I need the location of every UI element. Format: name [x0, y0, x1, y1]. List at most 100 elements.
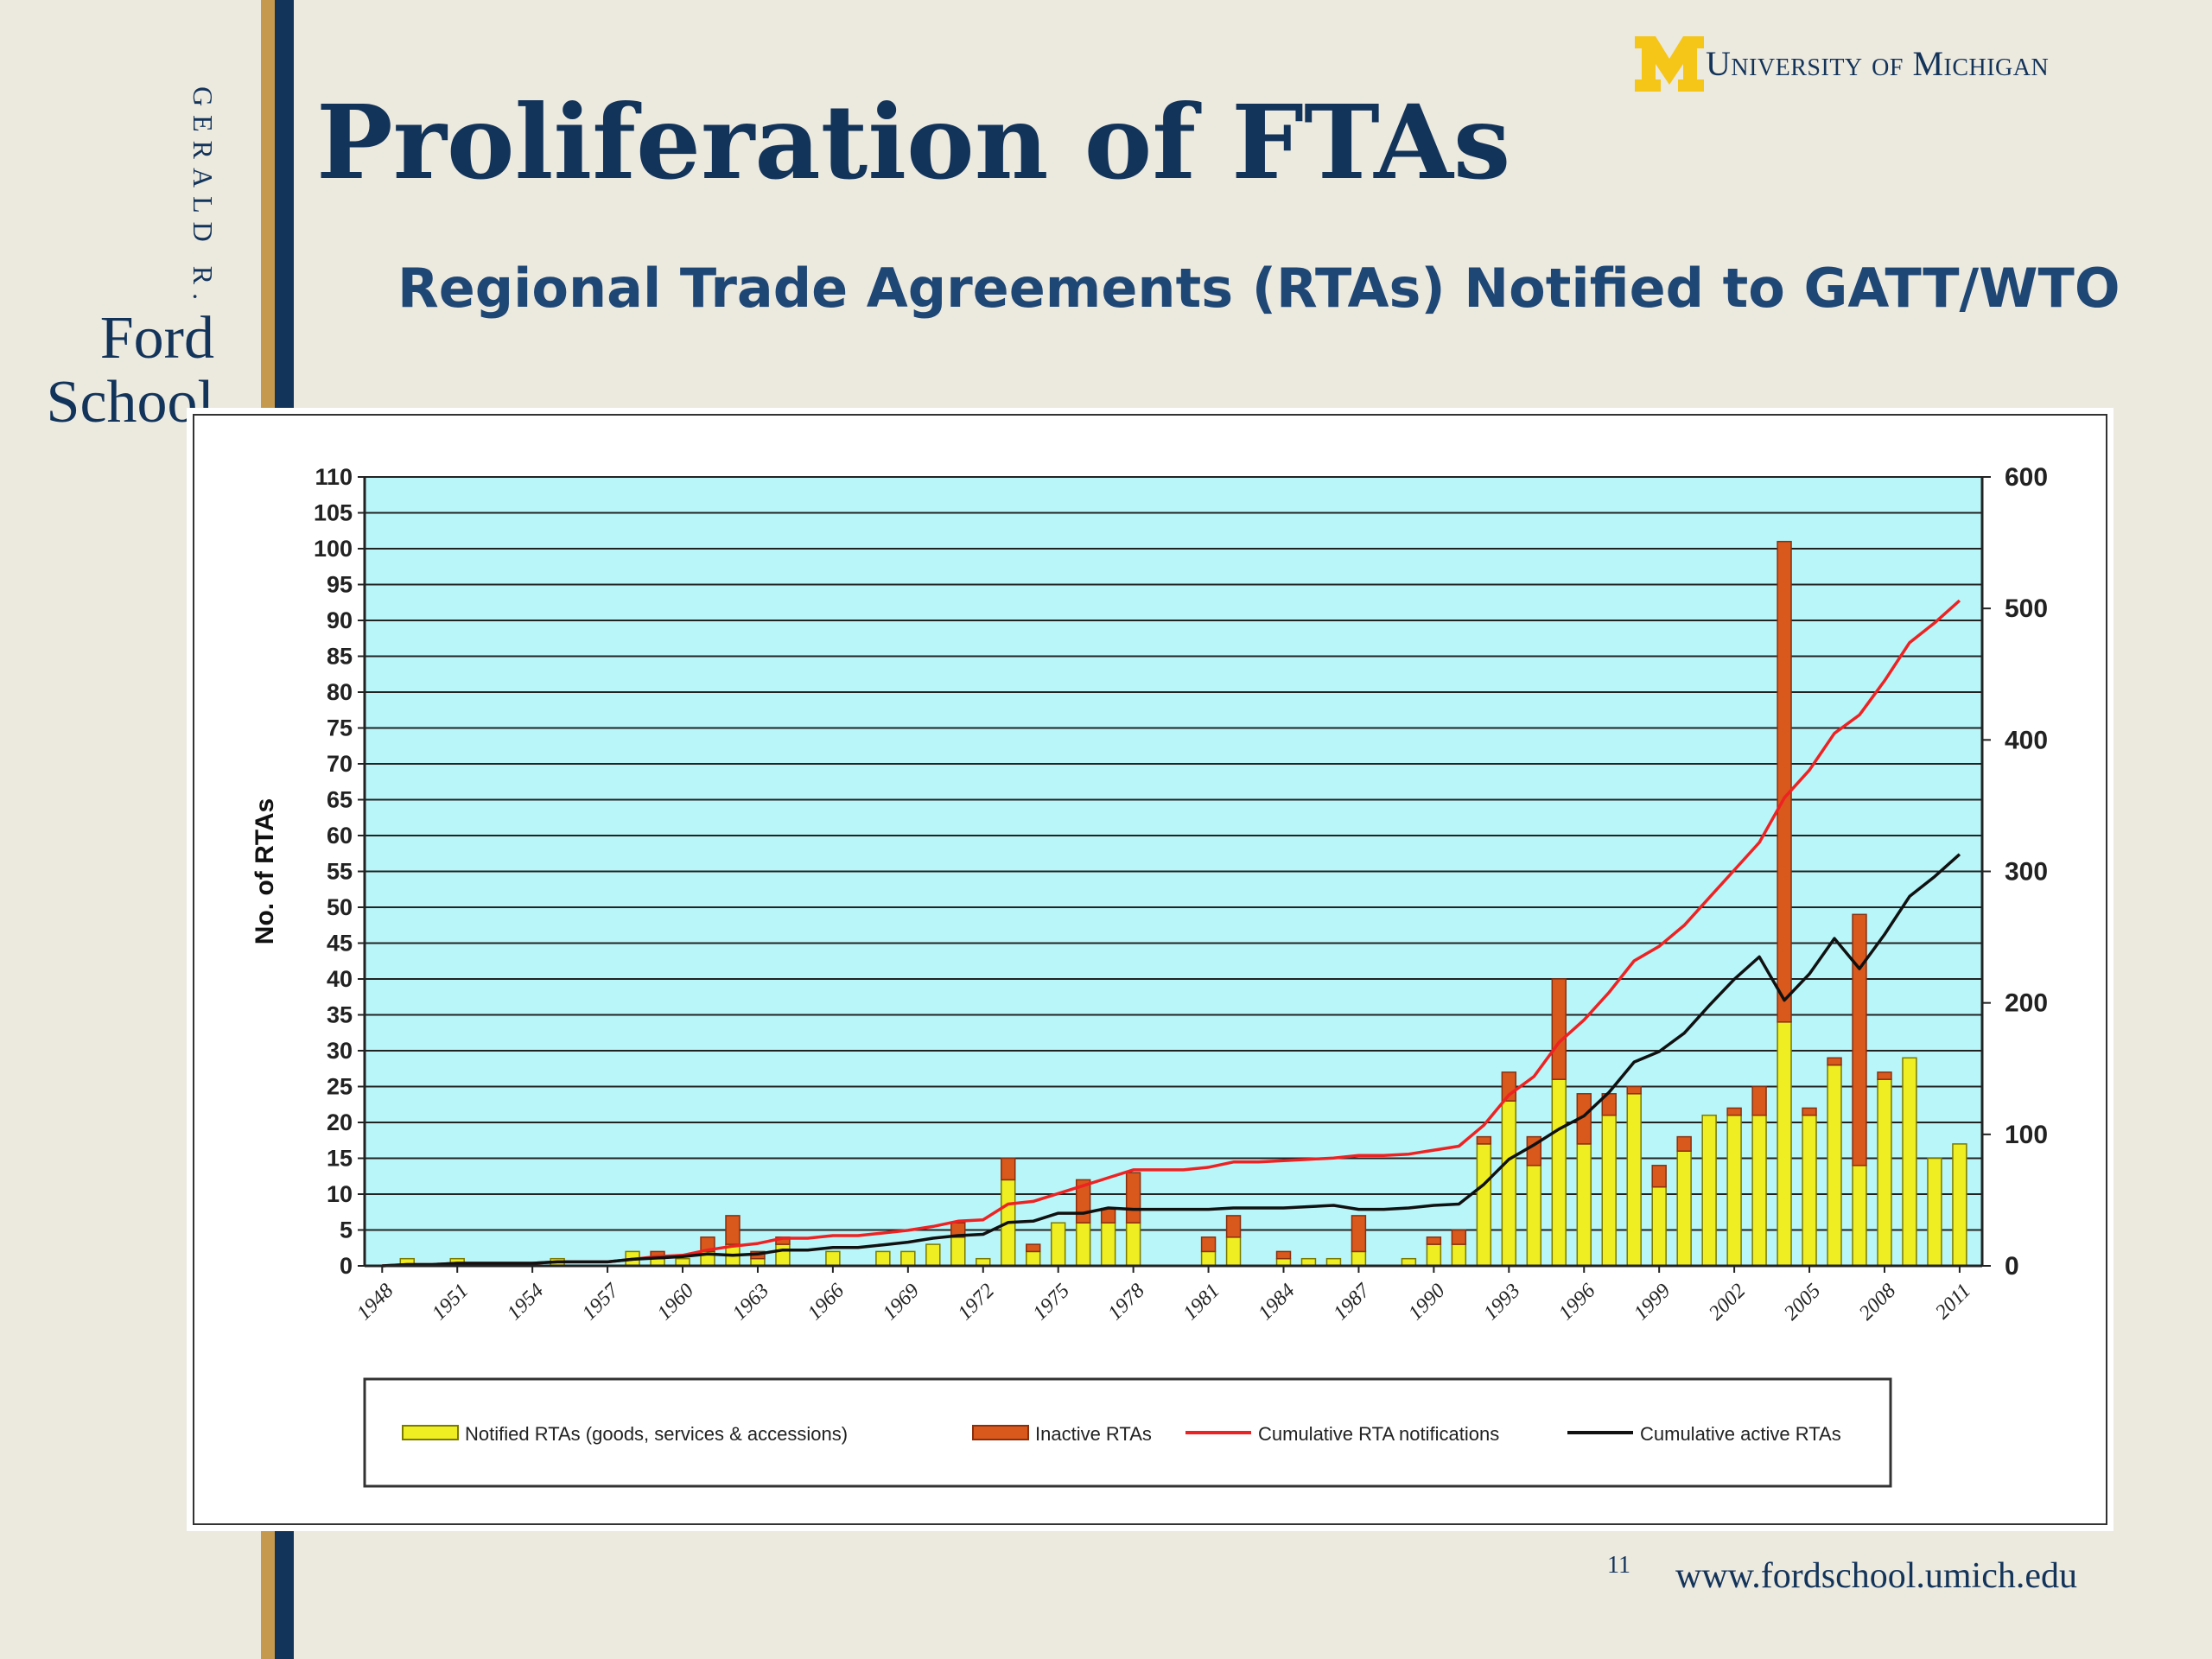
bar-notified — [1476, 1143, 1492, 1267]
legend-label: Cumulative active RTAs — [1640, 1423, 1841, 1445]
y-tick-label: 5 — [340, 1217, 353, 1243]
bar-notified — [825, 1250, 841, 1267]
y-tick-label: 105 — [314, 500, 353, 526]
y-tick-label: 30 — [327, 1038, 353, 1064]
bar-notified — [1351, 1250, 1367, 1267]
bar-inactive — [1551, 978, 1567, 1080]
bar-inactive — [1877, 1071, 1892, 1080]
y2-tick-label: 100 — [2005, 1121, 2048, 1149]
bar-notified — [1501, 1100, 1517, 1267]
chart-panel: 0 5 10 15 20 25 30 35 40 45 50 55 60 65 70 75 80 85 90 95 10… — [187, 408, 2113, 1531]
bar-inactive — [950, 1222, 966, 1238]
legend-box — [363, 1377, 1892, 1488]
bar-notified — [1777, 1021, 1792, 1267]
y2-tick-label: 0 — [2005, 1252, 2019, 1281]
bar-inactive — [1852, 913, 1867, 1166]
gerald-r-label: GERALD R. — [188, 86, 219, 309]
y-tick-label: 10 — [327, 1181, 353, 1207]
bar-inactive — [1426, 1236, 1442, 1245]
y-tick-label: 100 — [314, 536, 353, 562]
y-tick-label: 0 — [340, 1253, 353, 1279]
bar-notified — [1451, 1243, 1467, 1267]
bar-notified — [1125, 1222, 1141, 1267]
bar-notified — [1426, 1243, 1442, 1267]
y-tick-label: 35 — [327, 1002, 353, 1028]
y-tick-label: 15 — [327, 1146, 353, 1172]
bar-inactive — [1751, 1085, 1767, 1116]
y-tick-label: 70 — [327, 751, 353, 777]
y-tick-label: 55 — [327, 859, 353, 885]
bar-notified — [1651, 1185, 1667, 1267]
university-name: University of Michigan — [1706, 44, 2050, 83]
bar-notified — [1100, 1222, 1116, 1267]
bar-notified — [1827, 1064, 1842, 1267]
line-cumulative-active — [382, 853, 1961, 1268]
y2-tick-label: 500 — [2005, 594, 2048, 623]
bar-notified — [875, 1250, 891, 1267]
bar-notified — [950, 1236, 966, 1267]
y-tick-label: 80 — [327, 679, 353, 705]
bar-inactive — [1200, 1236, 1217, 1253]
bar-inactive — [1827, 1057, 1842, 1066]
bar-inactive — [1726, 1107, 1742, 1116]
bar-notified — [1676, 1150, 1692, 1267]
bar-notified — [1877, 1078, 1892, 1267]
bar-inactive — [1351, 1215, 1367, 1253]
bar-notified — [925, 1243, 941, 1267]
y-tick-label: 40 — [327, 966, 353, 992]
bar-inactive — [1476, 1135, 1492, 1145]
legend-swatch — [402, 1425, 459, 1440]
bar-notified — [900, 1250, 916, 1267]
bar-notified — [1802, 1114, 1817, 1267]
legend-label: Inactive RTAs — [1035, 1423, 1152, 1445]
y-tick-label: 50 — [327, 894, 353, 920]
bar-inactive — [1651, 1165, 1667, 1188]
bar-notified — [1075, 1222, 1091, 1267]
y-tick-label: 25 — [327, 1074, 353, 1100]
slide-title: Proliferation of FTAs — [316, 82, 1511, 202]
y-tick-label: 75 — [327, 715, 353, 741]
bar-inactive — [1026, 1243, 1041, 1253]
bar-notified — [1927, 1157, 1942, 1267]
bar-notified — [1701, 1114, 1717, 1267]
bar-inactive — [1777, 540, 1792, 1023]
chart-subtitle: Regional Trade Agreements (RTAs) Notifie… — [397, 257, 2120, 320]
y-tick-label: 95 — [327, 572, 353, 598]
y-tick-label: 60 — [327, 823, 353, 849]
footer-url: www.fordschool.umich.edu — [1675, 1556, 2077, 1596]
bar-inactive — [1225, 1215, 1242, 1238]
bar-inactive — [1451, 1229, 1467, 1245]
legend-label: Cumulative RTA notifications — [1258, 1423, 1499, 1445]
y-axis-label: No. of RTAs — [251, 798, 279, 944]
block-m-icon — [1635, 36, 1704, 92]
bar-inactive — [1100, 1207, 1116, 1224]
y-tick-label: 90 — [327, 607, 353, 633]
bar-inactive — [1676, 1135, 1692, 1152]
bar-inactive — [1001, 1157, 1016, 1181]
y2-tick-label: 400 — [2005, 726, 2048, 754]
y2-tick-label: 200 — [2005, 989, 2048, 1018]
y-tick-label: 20 — [327, 1109, 353, 1135]
y2-tick-label: 600 — [2005, 463, 2048, 492]
bar-inactive — [1626, 1085, 1642, 1095]
bar-notified — [775, 1243, 791, 1267]
bar-notified — [1902, 1057, 1917, 1267]
rta-chart: 0 5 10 15 20 25 30 35 40 45 50 55 60 65 70 75 80 85 90 95 10… — [193, 414, 2107, 1525]
bar-inactive — [1125, 1172, 1141, 1224]
y-tick-label: 45 — [327, 931, 353, 957]
bar-inactive — [725, 1215, 741, 1245]
bar-notified — [1626, 1093, 1642, 1267]
y-tick-label: 65 — [327, 787, 353, 813]
bar-notified — [1852, 1165, 1867, 1267]
y-tick-label: 110 — [315, 464, 353, 490]
bar-notified — [1026, 1250, 1041, 1267]
bar-notified — [1551, 1078, 1567, 1267]
bar-notified — [1751, 1114, 1767, 1267]
bar-notified — [1050, 1222, 1066, 1267]
y-tick-label: 85 — [327, 644, 353, 670]
bar-notified — [1601, 1114, 1617, 1267]
bar-inactive — [1802, 1107, 1817, 1116]
bar-notified — [1225, 1236, 1242, 1267]
bar-notified — [1526, 1165, 1542, 1267]
bar-notified — [1726, 1114, 1742, 1267]
